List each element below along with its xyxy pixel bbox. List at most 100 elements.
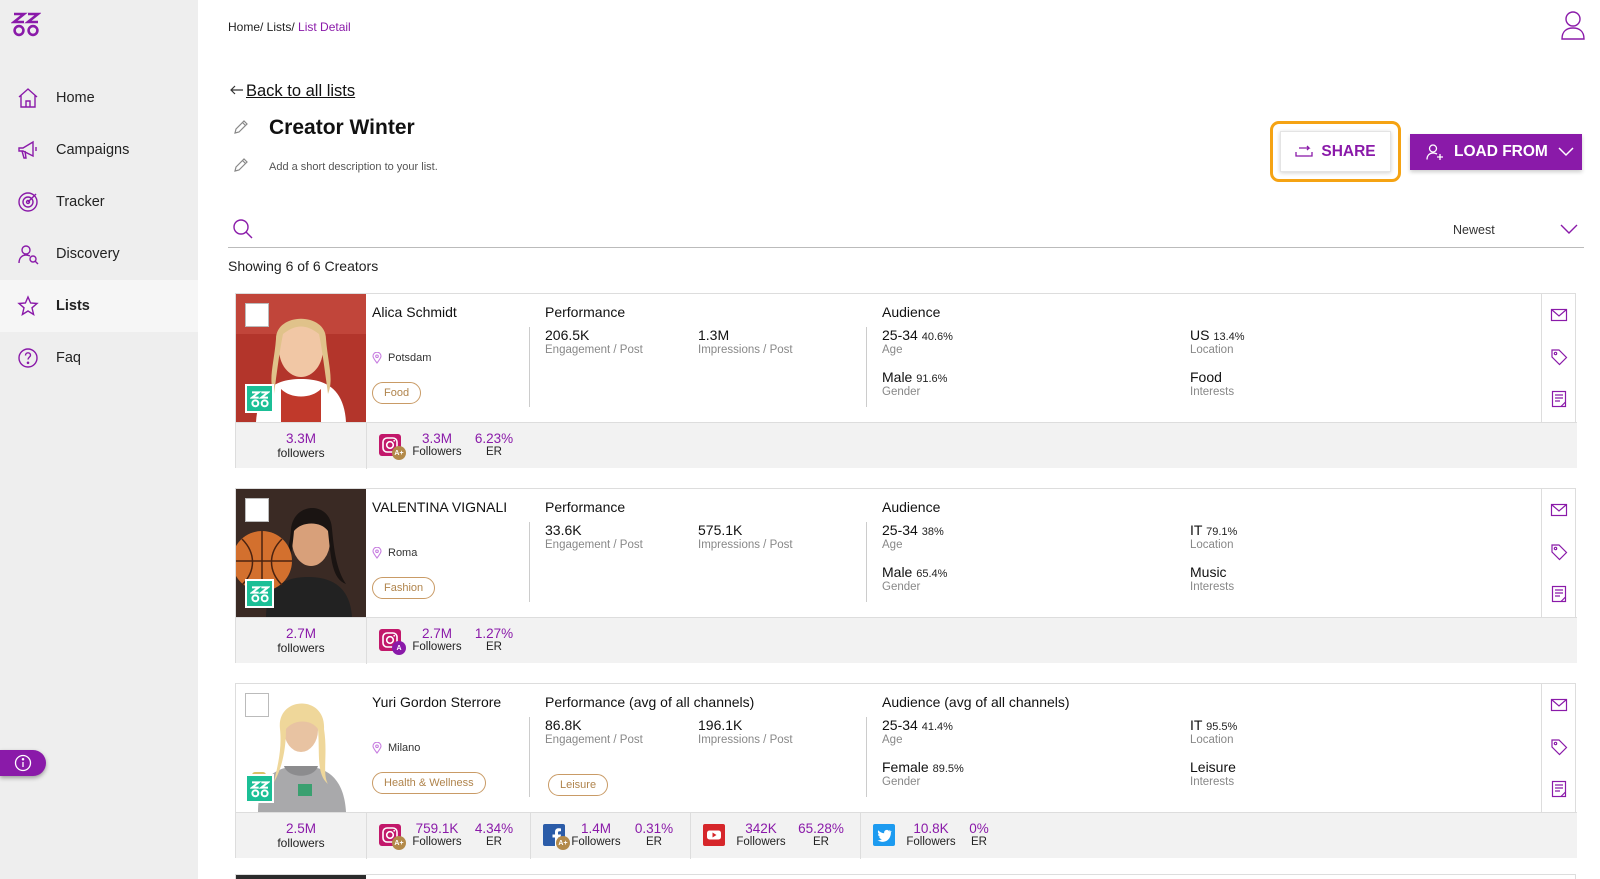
age-metric: 25-34 40.6% Age bbox=[882, 327, 953, 356]
total-followers: 2.5M followers bbox=[236, 821, 366, 850]
channel-followers-value: 3.3M bbox=[421, 431, 452, 446]
target-icon bbox=[0, 190, 56, 214]
grade-badge: A+ bbox=[556, 836, 570, 850]
breadcrumb-lists[interactable]: Lists/ bbox=[263, 20, 295, 34]
creator-name[interactable]: Yuri Gordon Sterrore bbox=[372, 694, 502, 710]
notes-icon[interactable] bbox=[1550, 585, 1568, 603]
channel-er: 0.31% ER bbox=[629, 821, 679, 848]
age-value: 25-34 bbox=[882, 522, 918, 538]
grade-badge: A+ bbox=[392, 446, 406, 460]
card-footer: 3.3M followers A+ 3.3M Followers 6.23% ER bbox=[236, 422, 1577, 469]
list-title: Creator Winter bbox=[269, 116, 415, 139]
card-actions bbox=[1541, 489, 1575, 617]
divider bbox=[529, 327, 530, 407]
total-followers-value: 2.5M bbox=[285, 821, 316, 836]
breadcrumb-home[interactable]: Home/ bbox=[228, 20, 264, 34]
back-link-label: Back to all lists bbox=[246, 82, 356, 100]
gender-label: Gender bbox=[882, 581, 921, 593]
sidebar-item-label: Tracker bbox=[56, 194, 105, 210]
mail-icon[interactable] bbox=[1550, 696, 1568, 714]
engagement-label: Engagement / Post bbox=[545, 539, 643, 551]
sidebar-item-tracker[interactable]: Tracker bbox=[0, 176, 198, 228]
channel-followers-label: Followers bbox=[412, 836, 462, 848]
location-value: IT bbox=[1190, 717, 1203, 733]
sidebar-item-faq[interactable]: Faq bbox=[0, 332, 198, 384]
creator-photo[interactable] bbox=[236, 684, 366, 812]
platform-badge-icon bbox=[245, 774, 274, 803]
channel-followers: 2.7M Followers bbox=[406, 626, 468, 653]
zz-logo-icon[interactable] bbox=[11, 11, 41, 37]
impressions-label: Impressions / Post bbox=[698, 539, 793, 551]
gender-percent: 65.4% bbox=[916, 568, 948, 580]
creator-name[interactable]: Alica Schmidt bbox=[372, 304, 457, 320]
creator-card: Alica Schmidt Potsdam Food Performance 2… bbox=[235, 293, 1577, 469]
tag-icon[interactable] bbox=[1550, 543, 1568, 561]
tag-icon[interactable] bbox=[1550, 738, 1568, 756]
channel-er-value: 4.34% bbox=[474, 821, 514, 836]
age-label: Age bbox=[882, 344, 903, 356]
info-button[interactable] bbox=[0, 750, 46, 776]
location-metric: IT 95.5% Location bbox=[1190, 717, 1237, 746]
sort-dropdown[interactable]: Newest bbox=[1443, 220, 1584, 248]
audience-title: Audience bbox=[882, 499, 941, 515]
interest-value: Leisure bbox=[1190, 759, 1236, 775]
user-plus-icon bbox=[1426, 144, 1443, 160]
mail-icon[interactable] bbox=[1550, 306, 1568, 324]
notes-icon[interactable] bbox=[1550, 780, 1568, 798]
location-pin-icon bbox=[372, 352, 382, 364]
interest-metric: Food Interests bbox=[1190, 369, 1234, 398]
load-from-button[interactable]: LOAD FROM bbox=[1410, 134, 1582, 170]
interest-value: Music bbox=[1190, 564, 1227, 580]
channel-followers-label: Followers bbox=[571, 836, 621, 848]
select-checkbox[interactable] bbox=[245, 498, 269, 522]
edit-title-pencil-icon[interactable] bbox=[232, 118, 250, 136]
divider bbox=[866, 522, 867, 602]
location-percent: 79.1% bbox=[1206, 526, 1238, 538]
results-count: Showing 6 of 6 Creators bbox=[228, 258, 379, 274]
sidebar-item-lists[interactable]: Lists bbox=[0, 280, 198, 332]
channel-er-value: 0% bbox=[969, 821, 989, 836]
sidebar-item-home[interactable]: Home bbox=[0, 72, 198, 124]
engagement-metric: 33.6K Engagement / Post bbox=[545, 522, 643, 551]
select-checkbox[interactable] bbox=[245, 693, 269, 717]
tag-icon[interactable] bbox=[1550, 348, 1568, 366]
gender-value: Male bbox=[882, 369, 913, 385]
search-icon[interactable] bbox=[232, 218, 254, 240]
user-profile-icon[interactable] bbox=[1560, 10, 1586, 40]
share-button[interactable]: SHARE bbox=[1280, 131, 1391, 172]
creator-photo[interactable] bbox=[236, 489, 366, 617]
channel-followers-label: Followers bbox=[412, 446, 462, 458]
gender-label: Gender bbox=[882, 776, 921, 788]
mail-icon[interactable] bbox=[1550, 501, 1568, 519]
age-label: Age bbox=[882, 539, 903, 551]
edit-description-pencil-icon[interactable] bbox=[232, 156, 250, 174]
location-label: Milano bbox=[388, 742, 421, 754]
creator-card-partial bbox=[235, 874, 1576, 879]
channel-er-label: ER bbox=[646, 836, 662, 848]
sidebar-item-label: Home bbox=[56, 90, 95, 106]
creator-name[interactable]: VALENTINA VIGNALI bbox=[372, 499, 508, 515]
back-to-lists-link[interactable]: Back to all lists bbox=[230, 82, 355, 101]
sidebar-item-campaigns[interactable]: Campaigns bbox=[0, 124, 198, 176]
notes-icon[interactable] bbox=[1550, 390, 1568, 408]
divider bbox=[529, 717, 530, 797]
location-value: IT bbox=[1190, 522, 1203, 538]
engagement-value: 33.6K bbox=[545, 522, 582, 538]
impressions-label: Impressions / Post bbox=[698, 734, 793, 746]
card-actions bbox=[1541, 684, 1575, 812]
select-checkbox[interactable] bbox=[245, 303, 269, 327]
sidebar-item-discovery[interactable]: Discovery bbox=[0, 228, 198, 280]
performance-title: Performance bbox=[545, 499, 626, 515]
location-metric: US 13.4% Location bbox=[1190, 327, 1245, 356]
channel-followers-value: 2.7M bbox=[421, 626, 452, 641]
creator-photo[interactable] bbox=[236, 294, 366, 422]
arrow-left-icon bbox=[230, 82, 244, 101]
channel-followers: 759.1K Followers bbox=[406, 821, 468, 848]
channel-followers-label: Followers bbox=[906, 836, 956, 848]
breadcrumb-current: List Detail bbox=[294, 20, 351, 34]
total-followers: 2.7M followers bbox=[236, 626, 366, 655]
channel-er: 6.23% ER bbox=[469, 431, 519, 458]
list-description[interactable]: Add a short description to your list. bbox=[269, 161, 438, 173]
channel-er-value: 65.28% bbox=[798, 821, 844, 836]
total-followers-value: 2.7M bbox=[285, 626, 316, 641]
